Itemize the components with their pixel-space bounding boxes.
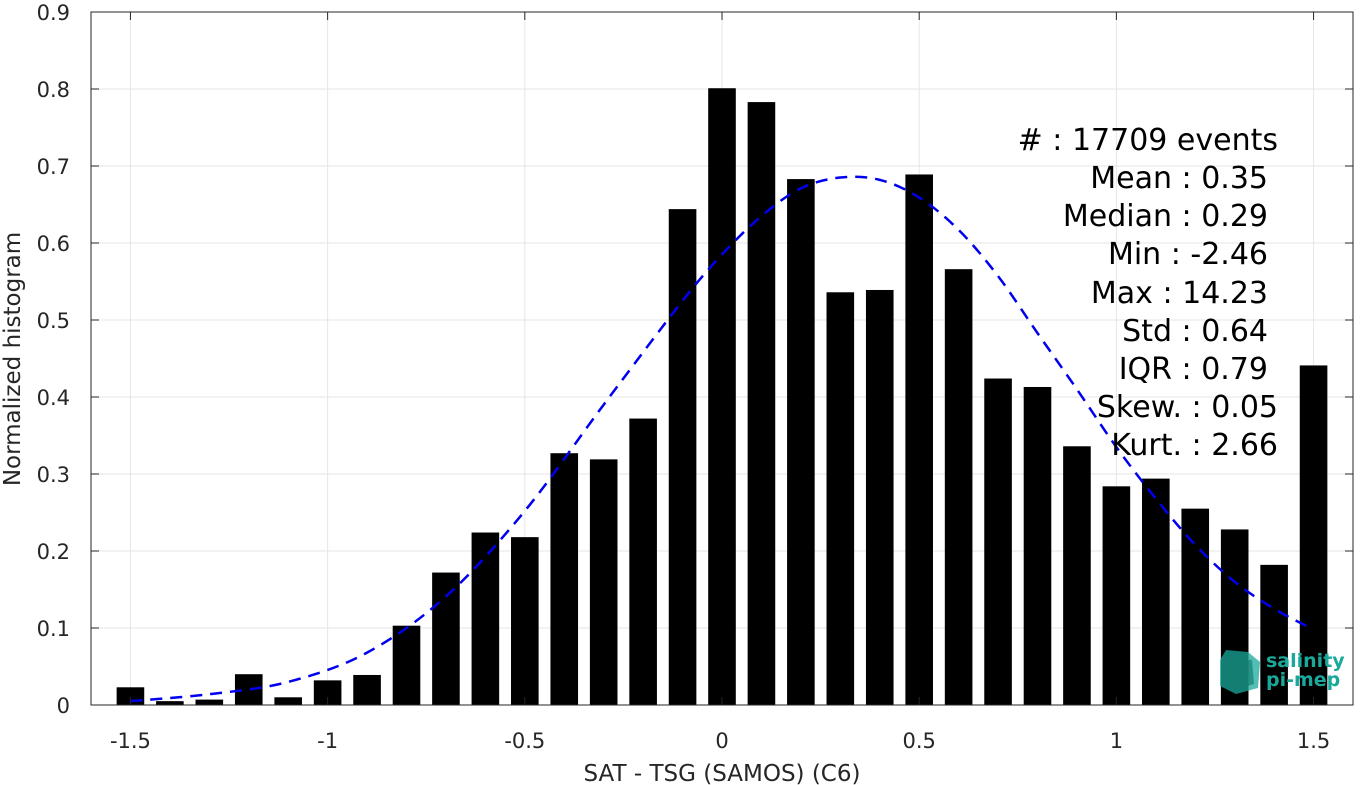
salinity-pimep-logo: salinity pi-mep <box>1220 650 1345 694</box>
y-axis-ticks <box>91 11 1353 706</box>
stat-mean: Mean : 0.35 <box>1090 161 1268 196</box>
histogram-bar <box>708 88 736 706</box>
stat-iqr: IQR : 0.79 <box>1119 352 1268 387</box>
y-tick-label: 0.8 <box>37 78 70 102</box>
histogram-bar <box>905 174 933 706</box>
histogram-bar <box>1181 508 1210 705</box>
x-axis-ticks <box>129 12 1315 705</box>
histogram-bar <box>984 378 1012 705</box>
x-tick-label: 0 <box>715 729 728 753</box>
stat-min: Min : -2.46 <box>1108 237 1268 272</box>
histogram-bar <box>1142 478 1170 705</box>
histogram-bar <box>353 674 381 705</box>
y-tick-label: 0.1 <box>37 617 70 641</box>
x-axis-tick-labels: -1.5 -1 -0.5 0 0.5 1 1.5 <box>110 729 1330 753</box>
histogram-bar <box>865 289 894 705</box>
fit-curve <box>130 175 1315 703</box>
histogram-bar <box>432 572 460 705</box>
x-tick-label: -1 <box>317 729 338 753</box>
stat-std: Std : 0.64 <box>1122 314 1268 349</box>
logo-text-line1: salinity <box>1266 650 1345 672</box>
histogram-bar <box>1299 365 1328 705</box>
histogram-bar <box>550 453 579 705</box>
histogram-bar <box>156 701 184 705</box>
histogram-bar <box>787 179 815 706</box>
stat-kurt: Kurt. : 2.66 <box>1111 428 1278 463</box>
stat-median: Median : 0.29 <box>1063 199 1268 234</box>
histogram-bar <box>195 699 224 705</box>
y-axis-title: Normalized histogram <box>0 232 26 486</box>
histogram-bar <box>1063 446 1091 705</box>
x-tick-label: -0.5 <box>504 729 545 753</box>
histogram-bar <box>826 292 855 705</box>
y-axis-tick-labels: 0 0.1 0.2 0.3 0.4 0.5 0.6 0.7 0.8 0.9 <box>37 1 70 718</box>
stat-skew: Skew. : 0.05 <box>1097 390 1278 425</box>
histogram-bar <box>392 625 421 705</box>
stat-count: # : 17709 events <box>1018 123 1278 158</box>
x-tick-label: -1.5 <box>110 729 151 753</box>
y-tick-label: 0.7 <box>37 155 70 179</box>
y-tick-label: 0.6 <box>37 232 70 256</box>
x-tick-label: 1 <box>1110 729 1123 753</box>
statistics-annotation: # : 17709 events Mean : 0.35 Median : 0.… <box>1018 123 1278 463</box>
histogram-bar <box>1260 564 1288 705</box>
logo-text-line2: pi-mep <box>1266 669 1340 691</box>
y-tick-label: 0 <box>57 694 70 718</box>
y-tick-label: 0.4 <box>37 386 70 410</box>
histogram-bar <box>511 537 539 705</box>
y-tick-label: 0.9 <box>37 1 70 25</box>
histogram-bar <box>471 532 500 705</box>
y-tick-label: 0.5 <box>37 309 70 333</box>
y-tick-label: 0.2 <box>37 540 70 564</box>
histogram-bar <box>1023 386 1052 705</box>
histogram-bar <box>747 102 776 706</box>
stat-max: Max : 14.23 <box>1091 276 1268 311</box>
x-tick-label: 1.5 <box>1297 729 1330 753</box>
x-axis-title: SAT - TSG (SAMOS) (C6) <box>584 761 861 785</box>
histogram-bar <box>668 209 697 705</box>
histogram-bar <box>274 697 302 705</box>
x-tick-label: 0.5 <box>902 729 935 753</box>
y-tick-label: 0.3 <box>37 463 70 487</box>
histogram-bar <box>629 418 657 705</box>
histogram-bar <box>589 459 618 705</box>
histogram-bar <box>1102 486 1131 705</box>
histogram-bar <box>944 269 973 705</box>
